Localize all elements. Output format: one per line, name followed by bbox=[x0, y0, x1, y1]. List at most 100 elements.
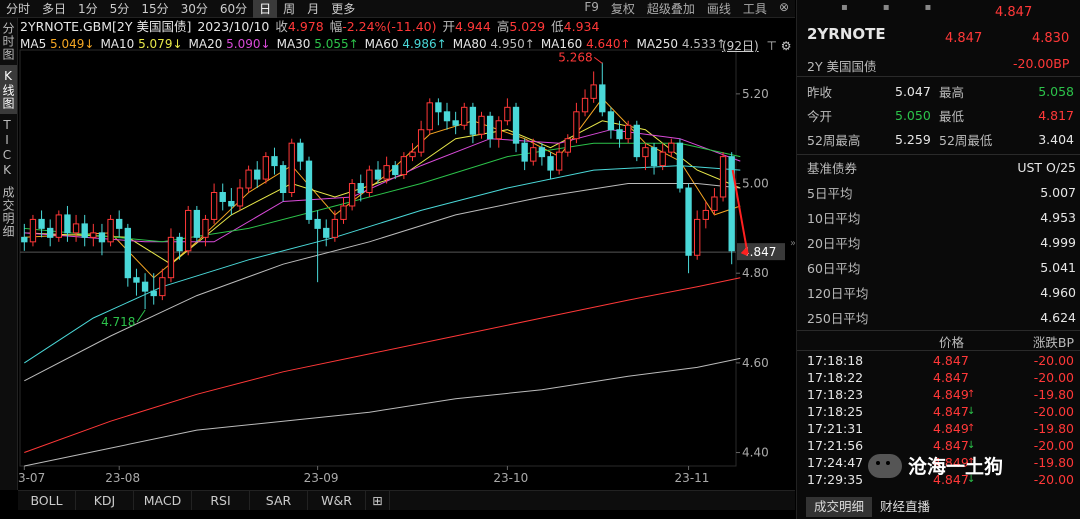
expand-icon[interactable]: » bbox=[790, 238, 796, 249]
candle-body[interactable] bbox=[676, 142, 684, 189]
indicator-tab[interactable]: KDJ bbox=[76, 491, 134, 510]
candle-body[interactable] bbox=[452, 120, 459, 126]
toolbar-action[interactable]: F9 bbox=[584, 0, 599, 14]
candle-body[interactable] bbox=[314, 218, 321, 229]
sidebar-tab[interactable]: 成交明细 bbox=[806, 497, 873, 517]
candle-body[interactable] bbox=[288, 142, 295, 194]
kline-chart-area[interactable]: 5.20 5.00 4.80 4.60 4.40 23-07 23-08 23-09 23-10… bbox=[10, 18, 796, 490]
candle-body[interactable] bbox=[659, 151, 666, 167]
candle-body[interactable] bbox=[38, 218, 45, 229]
candle-body[interactable] bbox=[728, 156, 735, 252]
period-tab[interactable]: 分时 bbox=[6, 1, 31, 16]
candle-body[interactable] bbox=[340, 205, 347, 220]
candle-body[interactable] bbox=[72, 223, 80, 234]
candle-body[interactable] bbox=[650, 147, 658, 167]
candle-body[interactable] bbox=[90, 232, 97, 238]
candle-body[interactable] bbox=[581, 97, 589, 113]
candle-body[interactable] bbox=[107, 218, 114, 243]
candle-body[interactable] bbox=[236, 187, 244, 207]
candle-body[interactable] bbox=[150, 290, 157, 297]
kline-chart[interactable]: 5.20 5.00 4.80 4.60 4.40 23-07 23-08 23-09 23-10… bbox=[10, 18, 796, 490]
candle-body[interactable] bbox=[124, 227, 132, 279]
candle-body[interactable] bbox=[392, 165, 399, 176]
candle-body[interactable] bbox=[21, 236, 28, 243]
sidebar-toolbar-icons[interactable]: ▪ ▪ ▪ bbox=[841, 2, 932, 13]
indicator-tab[interactable]: W&R bbox=[308, 491, 366, 510]
candle-body[interactable] bbox=[245, 169, 252, 189]
candle-body[interactable] bbox=[47, 227, 54, 238]
candle-body[interactable] bbox=[133, 277, 140, 283]
candle-body[interactable] bbox=[538, 147, 546, 158]
candle-body[interactable] bbox=[616, 129, 623, 140]
candle-body[interactable] bbox=[409, 151, 416, 158]
candle-body[interactable] bbox=[685, 187, 692, 256]
candle-body[interactable] bbox=[228, 200, 235, 207]
candle-body[interactable] bbox=[374, 169, 382, 180]
settings-icon[interactable]: ⚙ bbox=[780, 39, 792, 53]
tick-row[interactable]: 17:29:35 4.847 ↓ -20.00 bbox=[807, 472, 1074, 487]
add-indicator-icon[interactable]: ⊞ bbox=[366, 491, 390, 510]
toolbar-action[interactable]: 工具 bbox=[742, 2, 767, 16]
candle-body[interactable] bbox=[607, 111, 615, 131]
period-tab[interactable]: 60分 bbox=[219, 1, 248, 16]
candle-body[interactable] bbox=[167, 236, 175, 279]
candle-body[interactable] bbox=[426, 102, 433, 131]
candle-body[interactable] bbox=[331, 218, 339, 238]
period-badge[interactable]: (92日) ⊤ ⚙ bbox=[722, 39, 792, 53]
toolbar-action[interactable]: 复权 bbox=[610, 2, 635, 16]
candle-body[interactable] bbox=[624, 124, 632, 140]
close-icon[interactable]: ⊗ bbox=[778, 0, 789, 14]
candle-body[interactable] bbox=[478, 115, 485, 135]
candle-body[interactable] bbox=[668, 142, 675, 153]
candle-body[interactable] bbox=[486, 115, 494, 140]
left-tab[interactable]: TICK bbox=[0, 118, 14, 178]
tick-row[interactable]: 17:18:18 4.847 -20.00 bbox=[807, 353, 1074, 368]
tick-row[interactable]: 17:21:31 4.849 ↑ -19.80 bbox=[807, 421, 1074, 436]
candle-body[interactable] bbox=[348, 183, 356, 207]
candle-body[interactable] bbox=[116, 218, 123, 229]
period-tab[interactable]: 月 bbox=[307, 1, 320, 16]
left-tab[interactable]: K线图 bbox=[0, 65, 17, 114]
candle-body[interactable] bbox=[64, 214, 71, 234]
candle-body[interactable] bbox=[555, 151, 563, 171]
tick-row[interactable]: 17:21:56 4.847 ↓ -20.00 bbox=[807, 438, 1074, 453]
left-tab[interactable]: 分时图 bbox=[1, 22, 15, 61]
candle-body[interactable] bbox=[719, 156, 727, 198]
toolbar-action[interactable]: 画线 bbox=[706, 2, 731, 16]
candle-body[interactable] bbox=[185, 209, 192, 252]
left-tab[interactable]: 成交明细 bbox=[1, 186, 15, 238]
tick-row[interactable]: 17:18:23 4.849 ↑ -19.80 bbox=[807, 387, 1074, 402]
period-tab[interactable]: 30分 bbox=[180, 1, 208, 16]
tick-row[interactable]: 17:24:47 4.849 ↑ -19.80 bbox=[807, 455, 1074, 470]
candle-body[interactable] bbox=[271, 156, 278, 167]
candle-body[interactable] bbox=[504, 106, 511, 122]
period-tab[interactable]: 日 bbox=[253, 0, 278, 18]
candle-body[interactable] bbox=[711, 196, 718, 211]
candle-body[interactable] bbox=[193, 209, 201, 238]
candle-body[interactable] bbox=[176, 236, 183, 252]
candle-body[interactable] bbox=[530, 147, 537, 162]
period-tab[interactable]: 1分 bbox=[78, 1, 98, 16]
candle-body[interactable] bbox=[159, 277, 166, 297]
candle-body[interactable] bbox=[98, 232, 106, 243]
candle-body[interactable] bbox=[469, 106, 477, 135]
candle-body[interactable] bbox=[702, 209, 709, 220]
candle-body[interactable] bbox=[254, 169, 261, 180]
toolbar-action[interactable]: 超级叠加 bbox=[646, 2, 695, 16]
candle-body[interactable] bbox=[435, 102, 442, 113]
candle-body[interactable] bbox=[521, 142, 528, 162]
indicator-tab[interactable]: MACD bbox=[134, 491, 192, 510]
candle-body[interactable] bbox=[599, 84, 606, 113]
indicator-tab[interactable]: RSI bbox=[192, 491, 250, 510]
indicator-tab[interactable]: SAR bbox=[250, 491, 308, 510]
candle-body[interactable] bbox=[547, 156, 554, 171]
candle-body[interactable] bbox=[279, 165, 287, 194]
candle-body[interactable] bbox=[495, 120, 502, 140]
candle-body[interactable] bbox=[357, 183, 364, 194]
candle-body[interactable] bbox=[443, 111, 451, 122]
candle-body[interactable] bbox=[590, 84, 597, 99]
candle-body[interactable] bbox=[29, 218, 37, 243]
candle-body[interactable] bbox=[564, 138, 571, 153]
candle-body[interactable] bbox=[141, 281, 149, 292]
tick-row[interactable]: 17:18:25 4.847 ↓ -20.00 bbox=[807, 404, 1074, 419]
